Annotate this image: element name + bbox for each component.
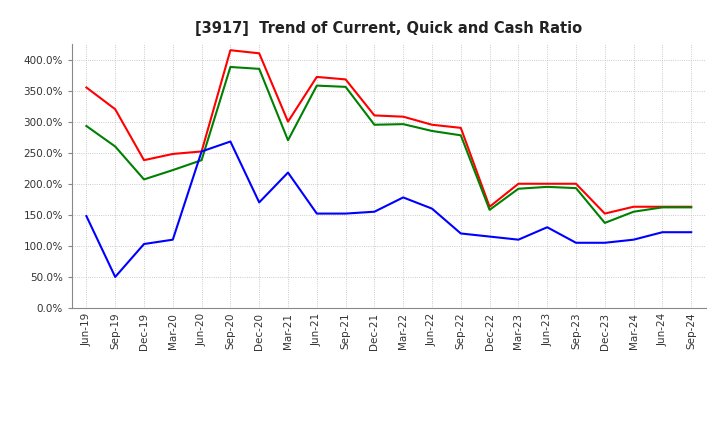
Cash Ratio	[370, 209, 379, 214]
Quick Ratio	[629, 209, 638, 214]
Quick Ratio	[82, 123, 91, 128]
Current Ratio	[140, 158, 148, 163]
Cash Ratio	[284, 170, 292, 175]
Current Ratio	[456, 125, 465, 131]
Quick Ratio	[428, 128, 436, 134]
Quick Ratio	[543, 184, 552, 190]
Cash Ratio	[399, 195, 408, 200]
Current Ratio	[399, 114, 408, 119]
Current Ratio	[658, 204, 667, 209]
Cash Ratio	[197, 149, 206, 154]
Quick Ratio	[140, 177, 148, 182]
Quick Ratio	[284, 138, 292, 143]
Cash Ratio	[514, 237, 523, 242]
Current Ratio	[687, 204, 696, 209]
Current Ratio	[226, 48, 235, 53]
Quick Ratio	[687, 205, 696, 210]
Current Ratio	[82, 85, 91, 90]
Current Ratio	[485, 204, 494, 209]
Quick Ratio	[370, 122, 379, 128]
Cash Ratio	[543, 224, 552, 230]
Cash Ratio	[456, 231, 465, 236]
Quick Ratio	[111, 144, 120, 149]
Quick Ratio	[456, 133, 465, 138]
Quick Ratio	[255, 66, 264, 71]
Quick Ratio	[600, 220, 609, 226]
Current Ratio	[572, 181, 580, 187]
Current Ratio	[197, 149, 206, 154]
Cash Ratio	[312, 211, 321, 216]
Cash Ratio	[140, 242, 148, 247]
Quick Ratio	[226, 64, 235, 70]
Cash Ratio	[255, 200, 264, 205]
Quick Ratio	[658, 205, 667, 210]
Current Ratio	[255, 51, 264, 56]
Current Ratio	[168, 151, 177, 157]
Cash Ratio	[485, 234, 494, 239]
Line: Quick Ratio: Quick Ratio	[86, 67, 691, 223]
Quick Ratio	[197, 158, 206, 163]
Current Ratio	[543, 181, 552, 187]
Cash Ratio	[111, 274, 120, 279]
Current Ratio	[284, 119, 292, 124]
Cash Ratio	[341, 211, 350, 216]
Quick Ratio	[168, 168, 177, 173]
Cash Ratio	[572, 240, 580, 246]
Cash Ratio	[629, 237, 638, 242]
Current Ratio	[514, 181, 523, 187]
Current Ratio	[428, 122, 436, 128]
Title: [3917]  Trend of Current, Quick and Cash Ratio: [3917] Trend of Current, Quick and Cash …	[195, 21, 582, 36]
Cash Ratio	[687, 230, 696, 235]
Quick Ratio	[514, 186, 523, 191]
Current Ratio	[600, 211, 609, 216]
Line: Current Ratio: Current Ratio	[86, 50, 691, 213]
Quick Ratio	[485, 207, 494, 213]
Line: Cash Ratio: Cash Ratio	[86, 142, 691, 277]
Cash Ratio	[226, 139, 235, 144]
Cash Ratio	[82, 213, 91, 219]
Quick Ratio	[312, 83, 321, 88]
Current Ratio	[370, 113, 379, 118]
Current Ratio	[312, 74, 321, 80]
Cash Ratio	[428, 206, 436, 211]
Current Ratio	[629, 204, 638, 209]
Cash Ratio	[168, 237, 177, 242]
Current Ratio	[341, 77, 350, 82]
Current Ratio	[111, 106, 120, 112]
Cash Ratio	[600, 240, 609, 246]
Quick Ratio	[341, 84, 350, 89]
Cash Ratio	[658, 230, 667, 235]
Quick Ratio	[572, 186, 580, 191]
Quick Ratio	[399, 121, 408, 127]
